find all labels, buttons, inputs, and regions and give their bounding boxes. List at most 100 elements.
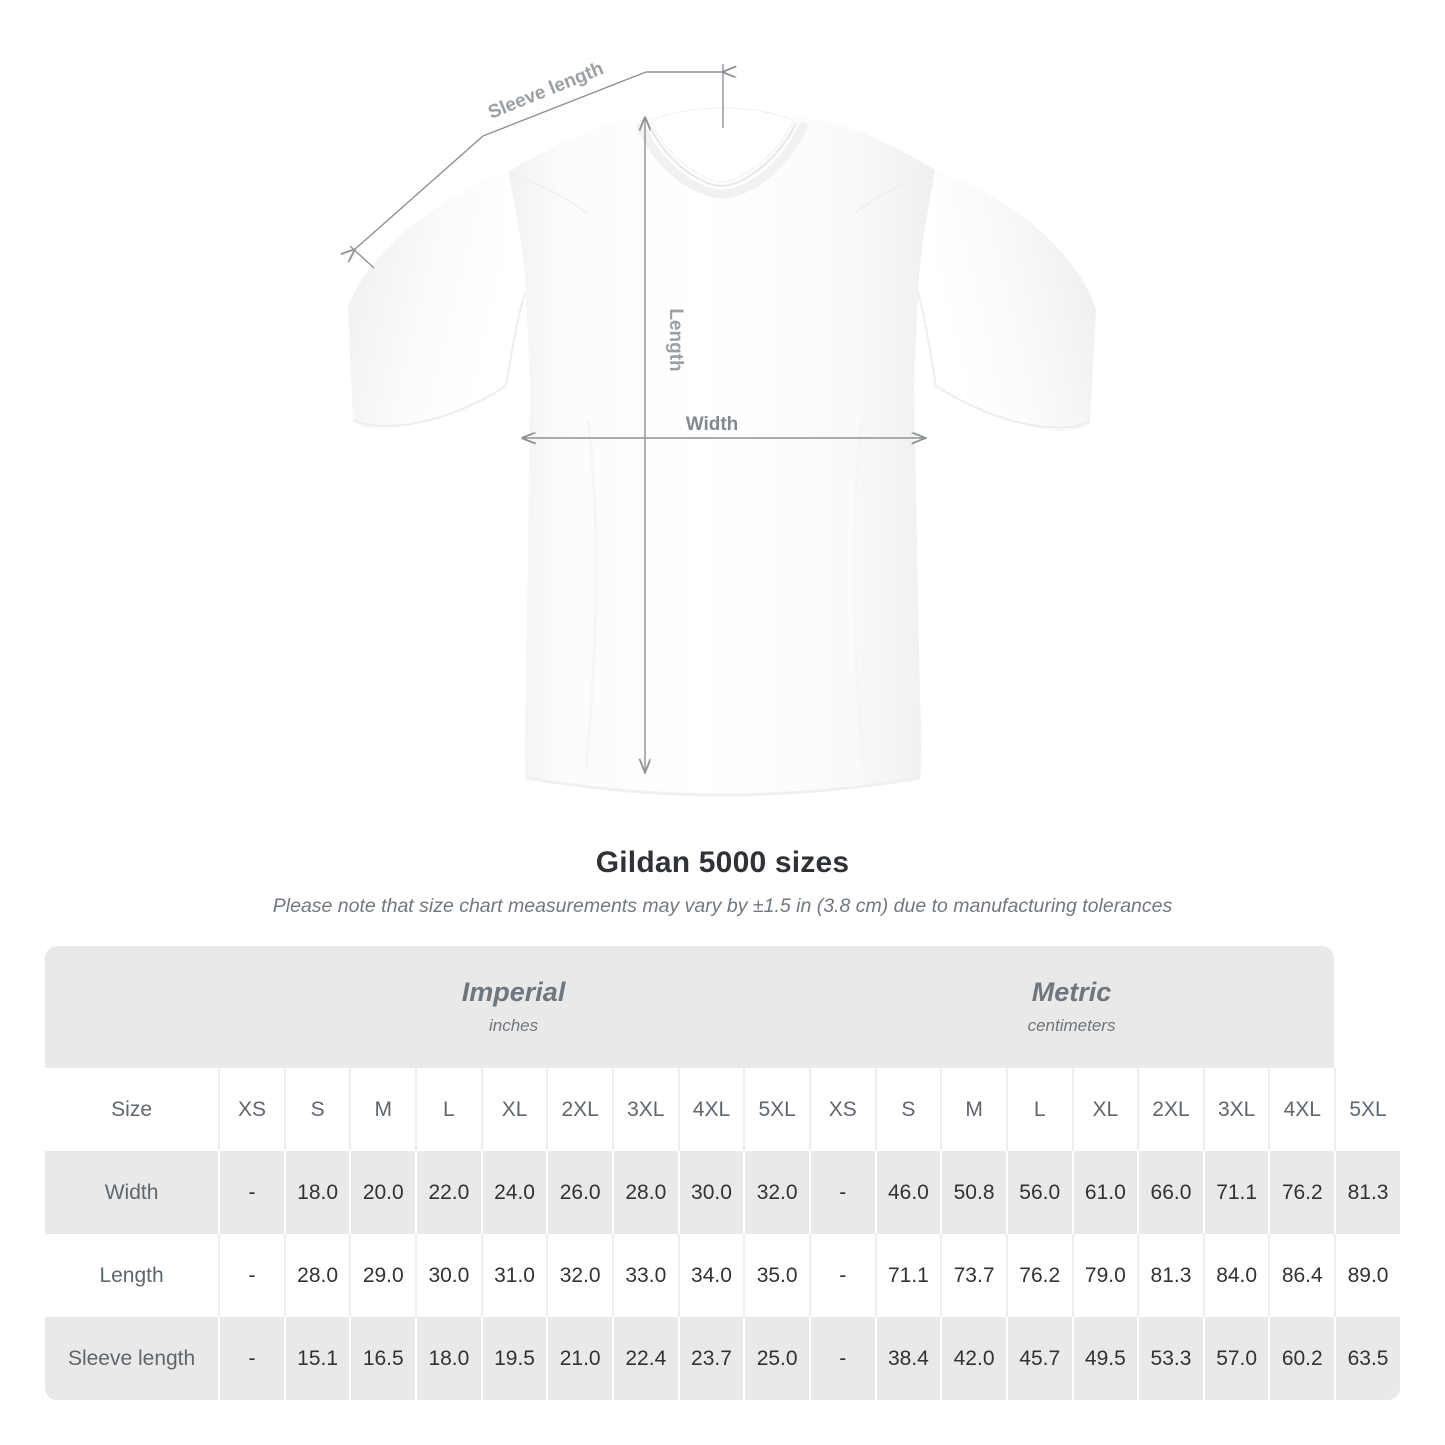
- size-col-imperial-4xl: 4XL: [677, 1068, 744, 1151]
- size-col-metric-5xl: 5XL: [1334, 1068, 1400, 1151]
- cell-length-imperial-5xl: 35.0: [743, 1234, 809, 1317]
- cell-width-metric-l: 56.0: [1005, 1151, 1072, 1234]
- page-title: Gildan 5000 sizes: [595, 846, 850, 879]
- length-label: Length: [665, 308, 686, 371]
- imperial-name: Imperial: [461, 976, 566, 1007]
- cell-length-imperial-xs: -: [218, 1234, 284, 1317]
- tshirt-measurement-diagram: Sleeve length Length Width: [0, 58, 1096, 797]
- cell-length-imperial-xl: 31.0: [480, 1234, 547, 1317]
- cell-sleeve-metric-4xl: 60.2: [1268, 1317, 1335, 1400]
- cell-sleeve-imperial-5xl: 25.0: [743, 1317, 809, 1400]
- cell-sleeve-metric-2xl: 53.3: [1137, 1317, 1203, 1400]
- cell-sleeve-metric-5xl: 63.5: [1334, 1317, 1400, 1400]
- cell-width-metric-4xl: 76.2: [1268, 1151, 1335, 1234]
- cell-length-metric-m: 73.7: [940, 1234, 1006, 1317]
- size-header-label: Size: [45, 1068, 219, 1151]
- cell-sleeve-metric-xl: 49.5: [1071, 1317, 1138, 1400]
- unit-group-metric: Metric centimeters: [808, 946, 1335, 1068]
- cell-sleeve-metric-m: 42.0: [940, 1317, 1006, 1400]
- cell-sleeve-imperial-s: 15.1: [283, 1317, 350, 1400]
- cell-width-metric-2xl: 66.0: [1137, 1151, 1203, 1234]
- row-label-width: Width: [45, 1151, 219, 1234]
- tshirt-illustration: [348, 107, 1096, 797]
- tolerance-note: Please note that size chart measurements…: [272, 895, 1173, 917]
- cell-width-imperial-xs: -: [218, 1151, 284, 1234]
- cell-length-metric-5xl: 89.0: [1334, 1234, 1400, 1317]
- size-col-imperial-xs: XS: [218, 1068, 284, 1151]
- metric-unit: centimeters: [1027, 1016, 1116, 1036]
- size-col-metric-l: L: [1005, 1068, 1072, 1151]
- cell-length-imperial-3xl: 33.0: [612, 1234, 678, 1317]
- size-col-metric-2xl: 2XL: [1137, 1068, 1203, 1151]
- cell-length-metric-2xl: 81.3: [1137, 1234, 1203, 1317]
- table-row: Width - 18.0 20.0 22.0 24.0 26.0 28.0 30…: [45, 1151, 1400, 1234]
- unit-group-imperial: Imperial inches: [218, 946, 809, 1068]
- unit-group-row: Imperial inches Metric centimeters: [45, 946, 1400, 1068]
- cell-length-imperial-m: 29.0: [349, 1234, 416, 1317]
- cell-sleeve-metric-xs: -: [808, 1317, 875, 1400]
- cell-sleeve-imperial-4xl: 23.7: [677, 1317, 744, 1400]
- cell-length-imperial-2xl: 32.0: [546, 1234, 612, 1317]
- cell-width-imperial-l: 22.0: [415, 1151, 481, 1234]
- size-col-imperial-s: S: [283, 1068, 350, 1151]
- cell-length-metric-4xl: 86.4: [1268, 1234, 1335, 1317]
- size-col-metric-xs: XS: [808, 1068, 875, 1151]
- cell-length-metric-l: 76.2: [1005, 1234, 1072, 1317]
- sleeve-length-label: Sleeve length: [485, 58, 606, 123]
- cell-length-imperial-s: 28.0: [283, 1234, 350, 1317]
- row-label-sleeve-length: Sleeve length: [45, 1317, 219, 1400]
- cell-sleeve-metric-l: 45.7: [1005, 1317, 1072, 1400]
- cell-width-metric-s: 46.0: [874, 1151, 941, 1234]
- cell-width-metric-xl: 61.0: [1071, 1151, 1138, 1234]
- unit-band-spacer: [45, 946, 219, 1068]
- cell-length-imperial-l: 30.0: [415, 1234, 481, 1317]
- imperial-unit: inches: [488, 1016, 539, 1036]
- cell-width-metric-m: 50.8: [940, 1151, 1006, 1234]
- size-col-metric-m: M: [940, 1068, 1006, 1151]
- cell-length-metric-xl: 79.0: [1071, 1234, 1138, 1317]
- measurement-guides: [350, 64, 925, 772]
- size-header-row: Size XS S M L XL 2XL 3XL 4XL 5XL XS S M …: [45, 1068, 1400, 1151]
- cell-width-imperial-m: 20.0: [349, 1151, 416, 1234]
- cell-width-metric-5xl: 81.3: [1334, 1151, 1400, 1234]
- size-chart-table: Imperial inches Metric centimeters Size …: [45, 946, 1400, 1400]
- cell-width-metric-3xl: 71.1: [1202, 1151, 1269, 1234]
- cell-width-imperial-5xl: 32.0: [743, 1151, 809, 1234]
- size-col-metric-4xl: 4XL: [1268, 1068, 1335, 1151]
- size-col-imperial-l: L: [415, 1068, 481, 1151]
- metric-name: Metric: [1031, 976, 1112, 1007]
- width-label: Width: [686, 414, 739, 435]
- cell-length-metric-3xl: 84.0: [1202, 1234, 1269, 1317]
- size-col-imperial-xl: XL: [480, 1068, 547, 1151]
- cell-length-metric-s: 71.1: [874, 1234, 941, 1317]
- cell-width-imperial-xl: 24.0: [480, 1151, 547, 1234]
- size-col-imperial-2xl: 2XL: [546, 1068, 612, 1151]
- cell-width-imperial-4xl: 30.0: [677, 1151, 744, 1234]
- size-col-imperial-3xl: 3XL: [612, 1068, 678, 1151]
- cell-sleeve-imperial-l: 18.0: [415, 1317, 481, 1400]
- sleeve-length-line: [354, 71, 647, 250]
- cell-sleeve-imperial-3xl: 22.4: [612, 1317, 678, 1400]
- cell-width-imperial-2xl: 26.0: [546, 1151, 612, 1234]
- cell-sleeve-metric-s: 38.4: [874, 1317, 941, 1400]
- cell-sleeve-imperial-m: 16.5: [349, 1317, 416, 1400]
- row-label-length: Length: [45, 1234, 219, 1317]
- cell-sleeve-imperial-xs: -: [218, 1317, 284, 1400]
- size-col-metric-3xl: 3XL: [1202, 1068, 1269, 1151]
- cell-width-metric-xs: -: [808, 1151, 875, 1234]
- cell-length-imperial-4xl: 34.0: [677, 1234, 744, 1317]
- table-row: Length - 28.0 29.0 30.0 31.0 32.0 33.0 3…: [45, 1234, 1400, 1317]
- cell-length-metric-xs: -: [808, 1234, 875, 1317]
- cell-sleeve-imperial-xl: 19.5: [480, 1317, 547, 1400]
- cell-width-imperial-3xl: 28.0: [612, 1151, 678, 1234]
- cell-sleeve-imperial-2xl: 21.0: [546, 1317, 612, 1400]
- size-col-metric-xl: XL: [1071, 1068, 1138, 1151]
- size-col-imperial-5xl: 5XL: [743, 1068, 809, 1151]
- cell-sleeve-metric-3xl: 57.0: [1202, 1317, 1269, 1400]
- size-col-imperial-m: M: [349, 1068, 416, 1151]
- sleeve-hem-tick: [349, 245, 375, 269]
- table-row: Sleeve length - 15.1 16.5 18.0 19.5 21.0…: [45, 1317, 1400, 1400]
- size-col-metric-s: S: [874, 1068, 941, 1151]
- cell-width-imperial-s: 18.0: [283, 1151, 350, 1234]
